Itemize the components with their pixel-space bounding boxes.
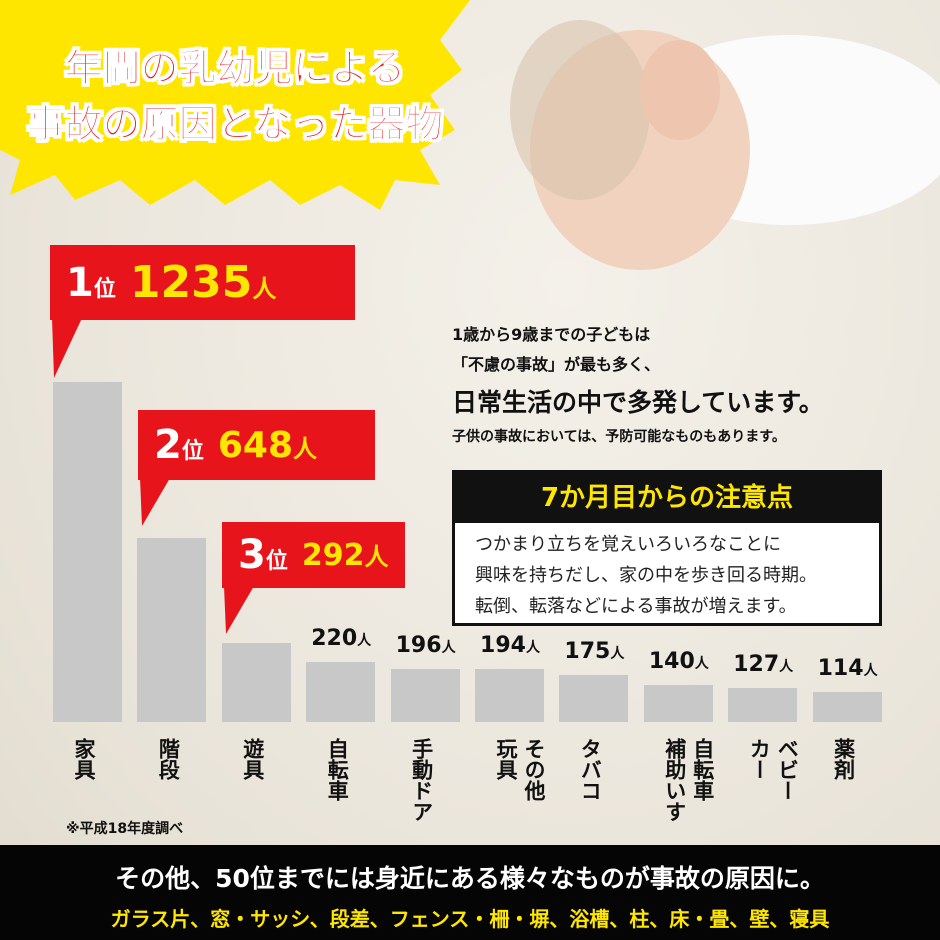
category-label-column: その他	[522, 738, 546, 801]
footer-banner: その他、50位までには身近にある様々なものが事故の原因に。 ガラス片、窓・サッシ…	[0, 845, 940, 940]
bar	[53, 382, 122, 722]
rank-callout: 2位 648人	[138, 410, 375, 480]
bar	[306, 662, 376, 722]
value-number: 175	[564, 638, 611, 664]
value-label: 196人	[381, 633, 471, 658]
value-label: 175人	[549, 639, 639, 664]
category-label-column: 手動ドア	[409, 738, 434, 822]
category-label-column: タバコ	[578, 738, 603, 801]
bar	[390, 668, 460, 722]
bar	[559, 674, 629, 722]
value-unit: 人	[779, 659, 794, 676]
category-label: 遊具	[240, 738, 266, 780]
value-number: 114	[817, 656, 864, 681]
value-label: 140人	[634, 649, 724, 674]
value-number: 127	[733, 652, 780, 678]
page-title: 年間の乳幼児による 事故の原因となった器物	[0, 40, 470, 152]
rank-value: 648人	[217, 424, 318, 466]
category-label-column: 遊具	[240, 738, 265, 780]
category-label-column: 玩具	[494, 738, 518, 780]
rank: 3位	[238, 532, 288, 578]
source-note: ※平成18年度調べ	[66, 821, 184, 837]
category-label: 自転車 補助いす	[662, 738, 716, 822]
category-label: 薬剤	[831, 738, 857, 780]
caution-box: 7か月目からの注意点 つかまり立ちを覚えいろいろなことに 興味を持ちだし、家の中…	[452, 470, 882, 626]
footer-line-2: ガラス片、窓・サッシ、段差、フェンス・柵・塀、浴槽、柱、床・畳、壁、寝具	[110, 907, 830, 931]
category-label-column: 自転車	[325, 738, 350, 801]
category-label-column: 階段	[156, 738, 181, 780]
category-label-column: 自転車	[690, 738, 715, 801]
category-label: 階段	[155, 738, 181, 780]
info-line-1: 1歳から9歳までの子どもは	[452, 325, 651, 344]
value-number: 194	[480, 633, 526, 659]
value-number: 220	[311, 626, 358, 651]
value-label: 114人	[803, 656, 893, 681]
caution-line: つかまり立ちを覚えいろいろなことに	[475, 534, 781, 555]
caution-line: 興味を持ちだし、家の中を歩き回る時期。	[475, 565, 817, 586]
category-label-column: ベビー	[775, 738, 800, 801]
value-unit: 人	[441, 639, 456, 656]
category-label-column: 家具	[72, 738, 96, 780]
callout-pointer	[52, 318, 82, 378]
callout-pointer	[140, 478, 170, 526]
category-label-column: 薬剤	[831, 738, 856, 780]
category-label: その他 玩具	[493, 738, 547, 801]
value-number: 196	[395, 632, 442, 658]
rank: 2位	[154, 422, 204, 468]
rank-value: 292人	[301, 538, 389, 573]
rank-callout: 1位 1235人	[50, 245, 355, 320]
starburst-background	[0, 0, 470, 210]
value-unit: 人	[357, 633, 372, 649]
category-label: 手動ドア	[409, 738, 435, 822]
category-label-column: カー	[747, 738, 772, 780]
baby-photo	[510, 20, 940, 270]
rank: 1位	[66, 259, 116, 306]
bar	[137, 538, 207, 722]
category-label: タバコ	[577, 738, 603, 801]
title-line-2: 事故の原因となった器物	[26, 102, 444, 147]
value-unit: 人	[610, 645, 625, 662]
rank-callout: 3位 292人	[222, 522, 405, 588]
value-unit: 人	[525, 640, 540, 657]
footer-line-1: その他、50位までには身近にある様々なものが事故の原因に。	[115, 864, 825, 893]
info-line-3: 日常生活の中で多発しています。	[452, 388, 824, 417]
bar	[643, 684, 713, 722]
bar	[221, 643, 291, 722]
info-line-2: 「不慮の事故」が最も多く、	[452, 355, 661, 374]
value-label: 127人	[718, 652, 808, 677]
value-unit: 人	[863, 663, 878, 679]
value-number: 140	[648, 648, 695, 674]
category-label: 家具	[71, 738, 97, 780]
bar	[475, 669, 544, 722]
info-text: 1歳から9歳までの子どもは 「不慮の事故」が最も多く、 日常生活の中で多発してい…	[452, 320, 902, 448]
rank-value: 1235人	[129, 257, 277, 308]
value-label: 220人	[296, 626, 386, 651]
bar	[812, 692, 882, 722]
caution-heading: 7か月目からの注意点	[455, 473, 879, 523]
value-label: 194人	[465, 633, 555, 658]
callout-pointer	[224, 586, 254, 634]
category-label: ベビー カー	[746, 738, 800, 801]
bar	[728, 688, 798, 722]
value-unit: 人	[694, 655, 709, 672]
info-line-4: 子供の事故においては、予防可能なものもあります。	[452, 429, 786, 445]
caution-line: 転倒、転落などによる事故が増えます。	[475, 596, 797, 617]
title-line-1: 年間の乳幼児による	[64, 46, 406, 91]
category-label-column: 補助いす	[662, 738, 687, 822]
category-label: 自転車	[324, 738, 350, 801]
